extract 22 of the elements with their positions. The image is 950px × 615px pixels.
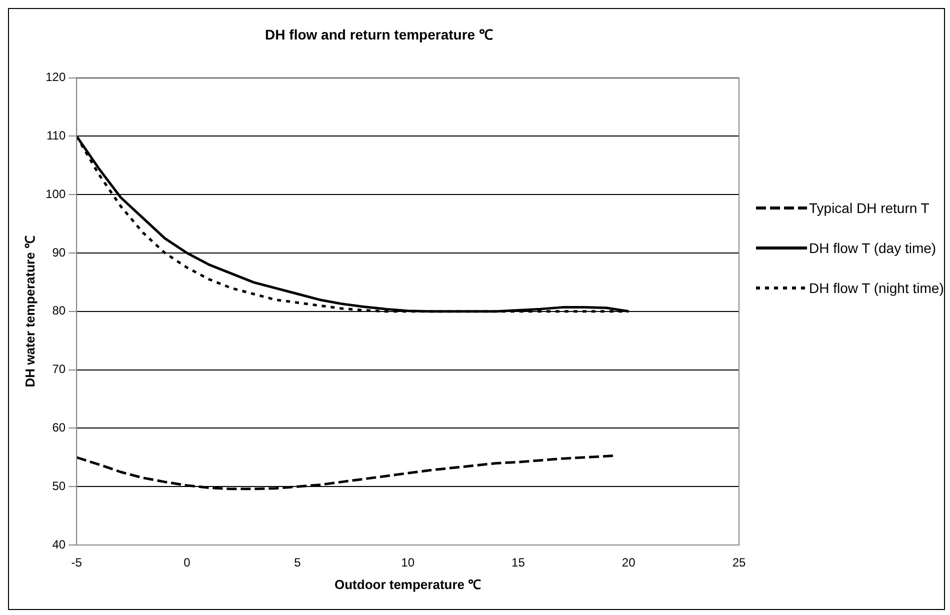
legend-label: DH flow T (night time) [809,279,944,297]
x-axis-title: Outdoor temperature ℃ [334,576,482,592]
x-tick-label: 0 [184,556,191,570]
y-tick-label: 40 [52,537,66,552]
y-tick-label: 70 [52,362,66,376]
y-tick-label: 90 [52,245,66,260]
x-tick-label: 20 [622,556,636,570]
y-tick-label: 110 [46,128,66,143]
y-tick-label: 80 [52,304,66,318]
x-tick-label: 5 [294,556,302,570]
legend-label: Typical DH return T [809,199,930,217]
legend-label: DH flow T (day time) [809,239,936,257]
y-tick-label: 120 [46,70,66,84]
x-tick-label: 25 [732,556,746,570]
x-tick-label: 10 [401,556,415,570]
y-tick-label: 50 [52,478,66,493]
x-tick-label: -5 [71,556,82,570]
x-tick-label: 15 [512,556,526,570]
chart-title: DH flow and return temperature ℃ [265,26,493,42]
y-tick-label: 100 [46,186,66,201]
y-axis-title: DH water temperature ℃ [22,236,38,388]
y-tick-label: 60 [52,420,66,435]
